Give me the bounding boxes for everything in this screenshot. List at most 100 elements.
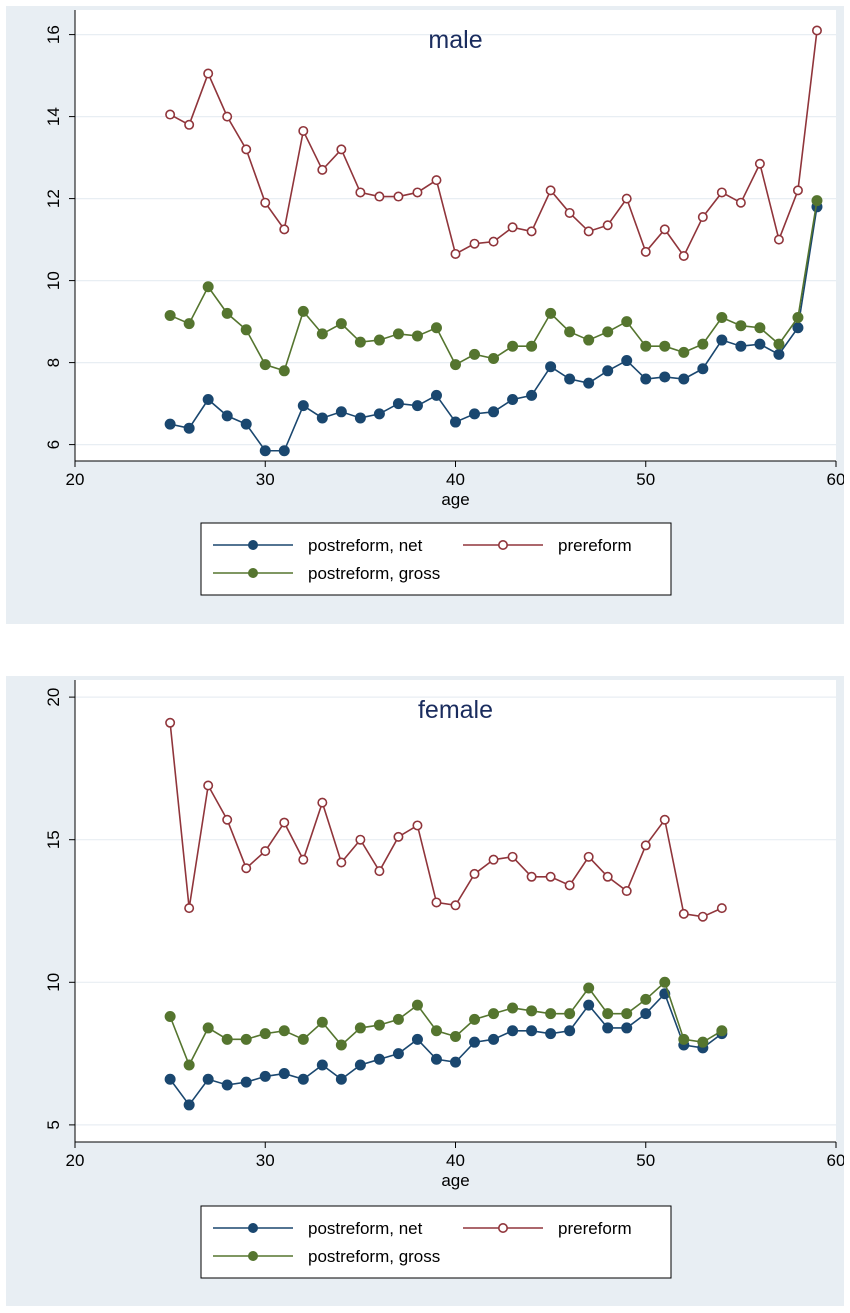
female-data-point: [602, 871, 613, 882]
female-data-point: [526, 1005, 538, 1017]
male-data-point: [621, 316, 633, 328]
male-data-point: [507, 394, 519, 405]
female-data-point: [183, 1059, 195, 1071]
male-data-point: [297, 305, 309, 317]
male-data-point: [697, 212, 708, 223]
female-x-axis-title: age: [441, 1171, 469, 1190]
male-data-point: [526, 226, 537, 237]
male-data-point: [450, 248, 461, 259]
female-data-point: [659, 814, 670, 825]
male-data-point: [450, 359, 461, 371]
male-data-point: [431, 175, 442, 186]
male-data-point: [545, 185, 556, 196]
female-data-point: [621, 886, 632, 897]
male-data-point: [203, 68, 214, 79]
female-data-point: [336, 857, 347, 868]
female-data-point: [259, 1028, 271, 1040]
female-data-point: [431, 897, 442, 908]
female-data-point: [184, 903, 195, 914]
female-data-point: [335, 1039, 347, 1051]
male-data-point: [393, 191, 404, 202]
male-data-point: [222, 111, 233, 122]
male-data-point: [716, 187, 727, 198]
male-data-point: [317, 164, 328, 175]
female-data-point: [221, 1033, 233, 1045]
male-x-tick-label: 60: [827, 470, 844, 489]
female-data-point: [469, 868, 480, 879]
male-legend-label: postreform, net: [308, 536, 423, 555]
male-data-point: [545, 361, 557, 373]
female-data-point: [564, 1008, 576, 1020]
male-data-point: [792, 312, 804, 323]
male-data-point: [469, 238, 480, 249]
female-data-point: [165, 717, 176, 728]
male-data-point: [202, 281, 214, 293]
female-data-point: [564, 880, 575, 891]
male-legend-label: postreform, gross: [308, 564, 440, 583]
female-x-tick-label: 50: [636, 1151, 655, 1170]
female-data-point: [526, 871, 537, 882]
male-data-point: [297, 400, 309, 412]
female-data-point: [716, 1025, 728, 1037]
male-plot-area: [75, 10, 836, 461]
male-data-point: [202, 394, 214, 405]
female-data-point: [297, 1073, 309, 1085]
female-data-point: [411, 999, 423, 1011]
female-data-point: [507, 1002, 519, 1014]
male-data-point: [183, 422, 195, 434]
female-data-point: [164, 1073, 176, 1085]
female-data-point: [545, 871, 556, 882]
female-data-point: [240, 1033, 252, 1045]
male-y-tick-label: 12: [44, 189, 63, 208]
male-data-point: [564, 207, 575, 218]
male-data-point: [583, 334, 595, 346]
male-data-point: [412, 187, 423, 198]
female-data-point: [430, 1025, 442, 1037]
female-data-point: [392, 1013, 404, 1025]
male-data-point: [716, 312, 728, 323]
female-legend-key-marker: [248, 1223, 258, 1233]
female-data-point: [298, 854, 309, 865]
male-data-point: [602, 220, 613, 231]
female-data-point: [469, 1036, 481, 1048]
female-data-point: [278, 1025, 290, 1037]
male-data-point: [298, 125, 309, 136]
female-data-point: [316, 1016, 328, 1028]
male-legend-label: prereform: [558, 536, 632, 555]
male-data-point: [241, 144, 252, 155]
male-data-point: [659, 371, 671, 383]
female-legend-key-marker: [497, 1222, 508, 1233]
male-data-point: [240, 324, 252, 336]
male-data-point: [240, 418, 252, 430]
male-data-point: [259, 445, 271, 457]
male-data-point: [279, 224, 290, 235]
male-data-point: [792, 322, 804, 334]
male-data-point: [260, 197, 271, 208]
male-data-point: [507, 222, 518, 233]
male-data-point: [488, 236, 499, 247]
female-data-point: [335, 1073, 347, 1085]
male-data-point: [184, 119, 195, 130]
female-data-point: [488, 854, 499, 865]
male-x-tick-label: 20: [66, 470, 85, 489]
male-data-point: [621, 355, 633, 367]
male-x-tick-label: 30: [256, 470, 275, 489]
male-data-point: [602, 365, 614, 377]
male-legend-key-marker: [248, 568, 258, 578]
male-data-point: [697, 363, 709, 375]
male-data-point: [659, 340, 671, 352]
female-data-point: [164, 1011, 176, 1023]
male-data-point: [316, 328, 328, 340]
male-data-point: [221, 307, 233, 319]
female-data-point: [241, 863, 252, 874]
female-data-point: [488, 1033, 500, 1045]
female-data-point: [469, 1013, 481, 1025]
male-data-point: [411, 330, 423, 342]
male-x-tick-label: 50: [636, 470, 655, 489]
male-data-point: [640, 246, 651, 257]
female-x-tick-label: 40: [446, 1151, 465, 1170]
male-plot-title: male: [428, 26, 482, 54]
female-legend-label: prereform: [558, 1219, 632, 1238]
female-data-point: [202, 1022, 214, 1034]
female-data-point: [602, 1008, 614, 1020]
